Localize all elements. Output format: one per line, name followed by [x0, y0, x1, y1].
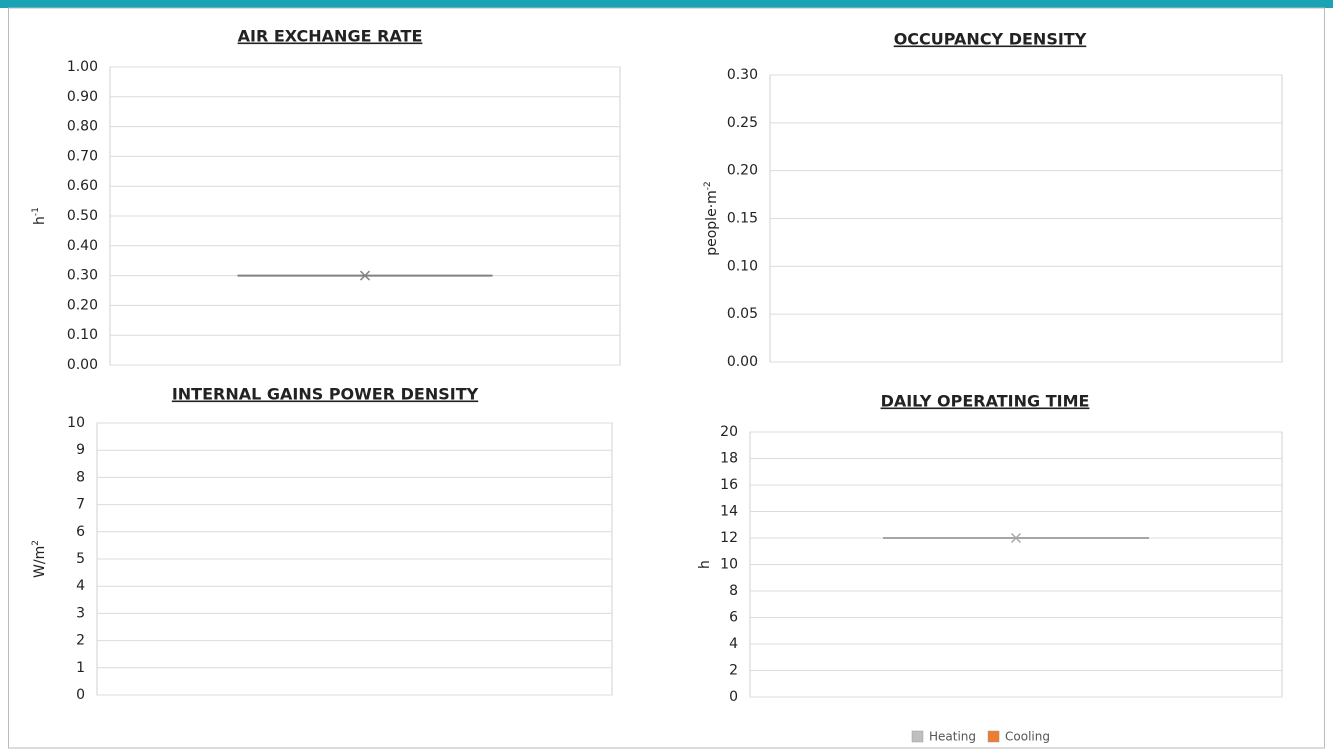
y-tick-label: 0.20 [67, 297, 98, 313]
legend-label: Cooling [1005, 730, 1050, 744]
y-tick-label: 0.60 [67, 178, 98, 194]
y-tick-label: 5 [76, 551, 85, 567]
y-tick-label: 0.50 [67, 208, 98, 224]
y-tick-label: 4 [729, 636, 738, 652]
y-tick-label: 9 [76, 442, 85, 458]
y-tick-label: 0.05 [727, 306, 758, 322]
y-axis-label-text: people·m [704, 190, 720, 256]
y-tick-label: 7 [76, 497, 85, 513]
y-axis-label-sup: 2 [31, 540, 41, 546]
y-axis-label-sup: -2 [703, 181, 713, 190]
legend-label: Heating [929, 730, 976, 744]
y-tick-label: 0.20 [727, 163, 758, 179]
y-axis-label-text: h [32, 216, 48, 225]
y-tick-label: 0.00 [67, 357, 98, 373]
frame [8, 7, 1325, 749]
legend-swatch [987, 730, 1000, 743]
y-tick-label: 10 [720, 557, 738, 573]
y-tick-label: 0.10 [727, 258, 758, 274]
y-tick-label: 0.90 [67, 89, 98, 105]
legend-swatch [911, 730, 924, 743]
y-tick-label: 0.30 [67, 268, 98, 284]
y-tick-label: 0.80 [67, 119, 98, 135]
chart-title: OCCUPANCY DENSITY [894, 30, 1087, 49]
y-tick-label: 1 [76, 660, 85, 676]
y-tick-label: 0 [76, 687, 85, 703]
y-tick-label: 6 [76, 524, 85, 540]
mean-marker [359, 270, 371, 281]
y-tick-label: 0 [729, 689, 738, 705]
y-axis-label-text: W/m [32, 546, 48, 578]
y-axis-label-sup: -1 [31, 207, 41, 216]
header-bar [0, 0, 1333, 8]
y-tick-label: 0.30 [727, 67, 758, 83]
y-tick-label: 0.10 [67, 327, 98, 343]
chart-title: INTERNAL GAINS POWER DENSITY [172, 385, 479, 404]
y-axis-label: h [697, 560, 713, 569]
chart-title: AIR EXCHANGE RATE [238, 27, 423, 46]
y-tick-label: 0.15 [727, 211, 758, 227]
chart-title: DAILY OPERATING TIME [881, 392, 1090, 411]
y-tick-label: 14 [720, 504, 738, 520]
y-tick-label: 10 [67, 415, 85, 431]
y-tick-label: 8 [76, 469, 85, 485]
mean-marker [1010, 532, 1022, 544]
y-tick-label: 6 [729, 610, 738, 626]
y-tick-label: 2 [76, 633, 85, 649]
y-axis-label-text: h [697, 560, 713, 569]
y-tick-label: 0.40 [67, 238, 98, 254]
y-tick-label: 16 [720, 477, 738, 493]
y-axis-label: people·m-2 [703, 181, 721, 256]
y-tick-label: 3 [76, 605, 85, 621]
y-tick-label: 20 [720, 424, 738, 440]
y-tick-label: 4 [76, 578, 85, 594]
y-tick-label: 18 [720, 451, 738, 467]
y-tick-label: 8 [729, 583, 738, 599]
y-tick-label: 1.00 [67, 59, 98, 75]
y-axis-label: W/m2 [31, 540, 49, 578]
y-tick-label: 12 [720, 530, 738, 546]
y-tick-label: 0.00 [727, 354, 758, 370]
y-tick-label: 2 [729, 663, 738, 679]
y-tick-label: 0.70 [67, 148, 98, 164]
y-axis-label: h-1 [31, 207, 49, 225]
y-tick-label: 0.25 [727, 115, 758, 131]
